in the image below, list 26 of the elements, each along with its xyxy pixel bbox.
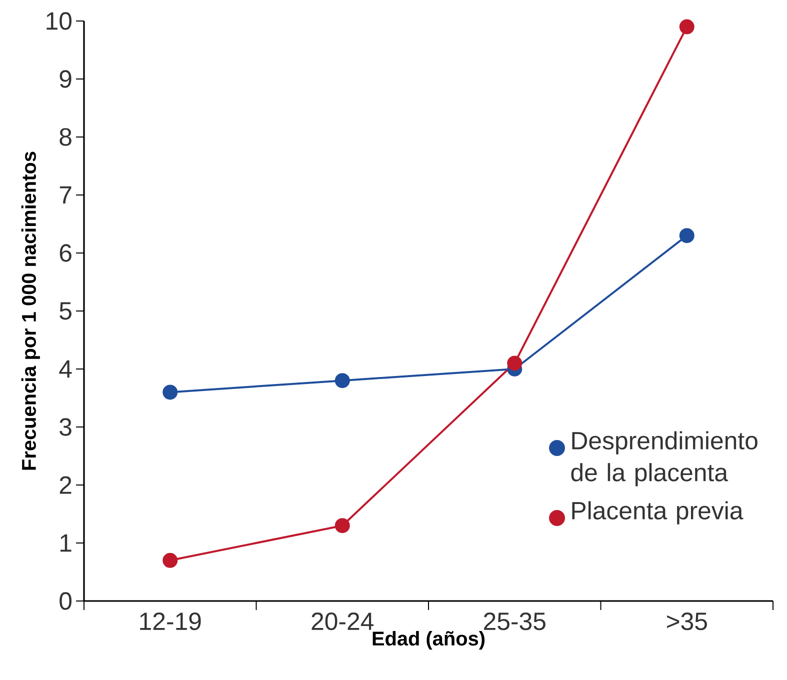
y-tick-label: 4 <box>59 360 72 378</box>
y-tick-label: 5 <box>60 302 72 320</box>
y-tick-label: 6 <box>60 244 72 262</box>
legend-label: Placenta previa <box>572 501 744 524</box>
y-tick-label: 0 <box>60 592 72 610</box>
x-tick-label: 12-19 <box>140 612 201 630</box>
y-tick-label: 1 <box>60 534 72 552</box>
y-tick-label: 2 <box>60 476 72 494</box>
point <box>334 373 350 388</box>
point <box>679 19 694 34</box>
x-axis-title: Edad (años) <box>372 630 485 650</box>
y-axis-title: Frecuencia por 1 000 nacimientos <box>21 152 40 470</box>
point <box>162 384 178 400</box>
y-tick-label: 8 <box>60 128 72 146</box>
point <box>162 552 178 568</box>
y-tick-label: 7 <box>60 186 72 204</box>
legend-label: Desprendimiento de la placenta <box>571 431 758 486</box>
x-tick-label: 25-35 <box>484 612 546 630</box>
point <box>507 356 522 371</box>
y-tick-label: 10 <box>46 12 72 30</box>
point <box>679 228 694 244</box>
point <box>334 518 350 534</box>
x-tick-label: 20-24 <box>312 612 374 630</box>
y-tick-label: 9 <box>60 70 72 88</box>
y-tick-label: 3 <box>60 418 72 436</box>
x-tick-label: >35 <box>666 612 707 630</box>
